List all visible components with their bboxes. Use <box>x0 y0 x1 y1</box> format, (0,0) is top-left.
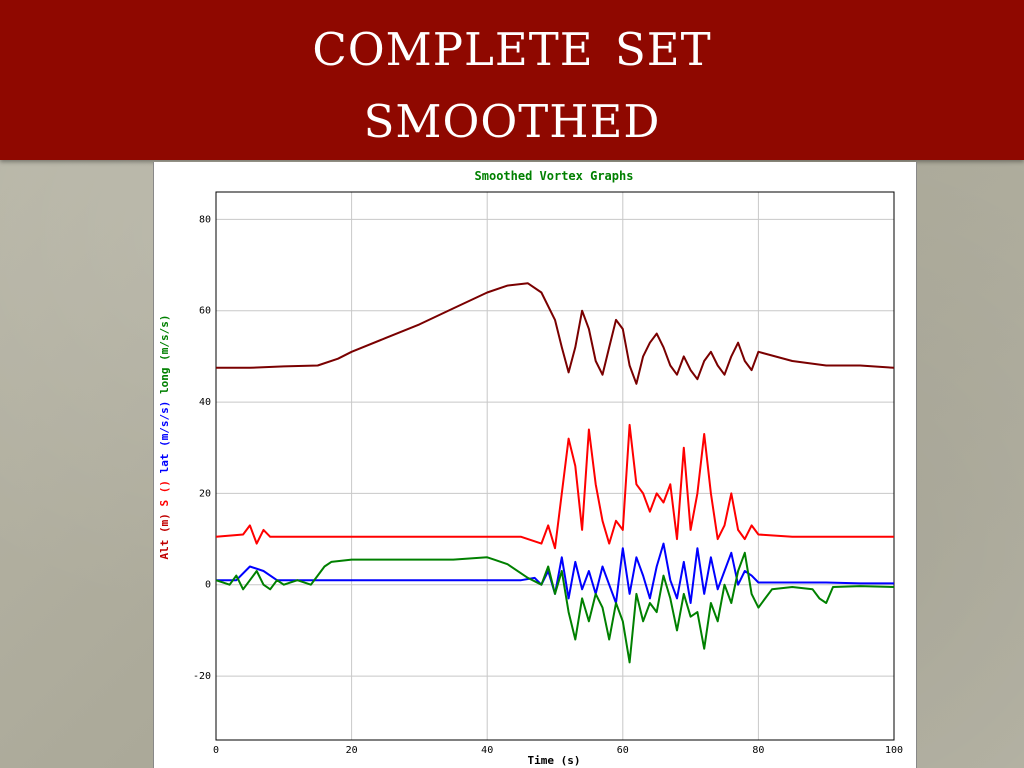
y-label-part: long (m/s/s) <box>158 314 171 400</box>
x-tick-label: 40 <box>481 745 493 756</box>
y-label-part: S () <box>158 480 171 513</box>
series-line-1 <box>215 423 894 550</box>
x-tick-label: 60 <box>617 745 629 756</box>
y-axis-label: Alt (m) S () lat (m/s/s) long (m/s/s) <box>158 314 171 559</box>
series-line-0 <box>216 282 895 385</box>
x-axis-label: Time (s) <box>528 754 581 767</box>
y-tick-label: -20 <box>193 671 211 682</box>
y-tick-label: 40 <box>199 397 211 408</box>
chart-title: Smoothed Vortex Graphs <box>475 169 634 183</box>
x-tick-label: 100 <box>885 745 903 756</box>
x-tick-label: 20 <box>346 745 358 756</box>
y-tick-label: 20 <box>199 488 211 499</box>
slide-title-line-1: Complete Set <box>312 7 712 81</box>
x-tick-label: 80 <box>752 745 764 756</box>
series-lines <box>215 282 895 664</box>
y-tick-label: 80 <box>199 214 211 225</box>
y-label-part: Alt (m) <box>158 513 171 559</box>
plot-frame <box>215 191 895 741</box>
vortex-chart: 0 20 40 60 80 100 -20 0 20 40 60 80 Smoothed Vortex… <box>158 169 903 767</box>
series-line-3 <box>215 551 895 664</box>
chart-grid <box>215 192 895 740</box>
y-tick-label: 0 <box>205 580 211 591</box>
series-line-2 <box>216 542 894 604</box>
y-label-part: lat (m/s/s) <box>158 401 171 480</box>
tick-labels: 0 20 40 60 80 100 -20 0 20 40 60 80 <box>193 214 903 756</box>
slide-title-bar: Complete Set Smoothed <box>0 0 1024 160</box>
chart-panel: 0 20 40 60 80 100 -20 0 20 40 60 80 Smoothed Vortex… <box>153 162 917 768</box>
x-tick-label: 0 <box>213 745 219 756</box>
slide-title-line-2: Smoothed <box>363 79 661 153</box>
y-tick-label: 60 <box>199 306 211 317</box>
